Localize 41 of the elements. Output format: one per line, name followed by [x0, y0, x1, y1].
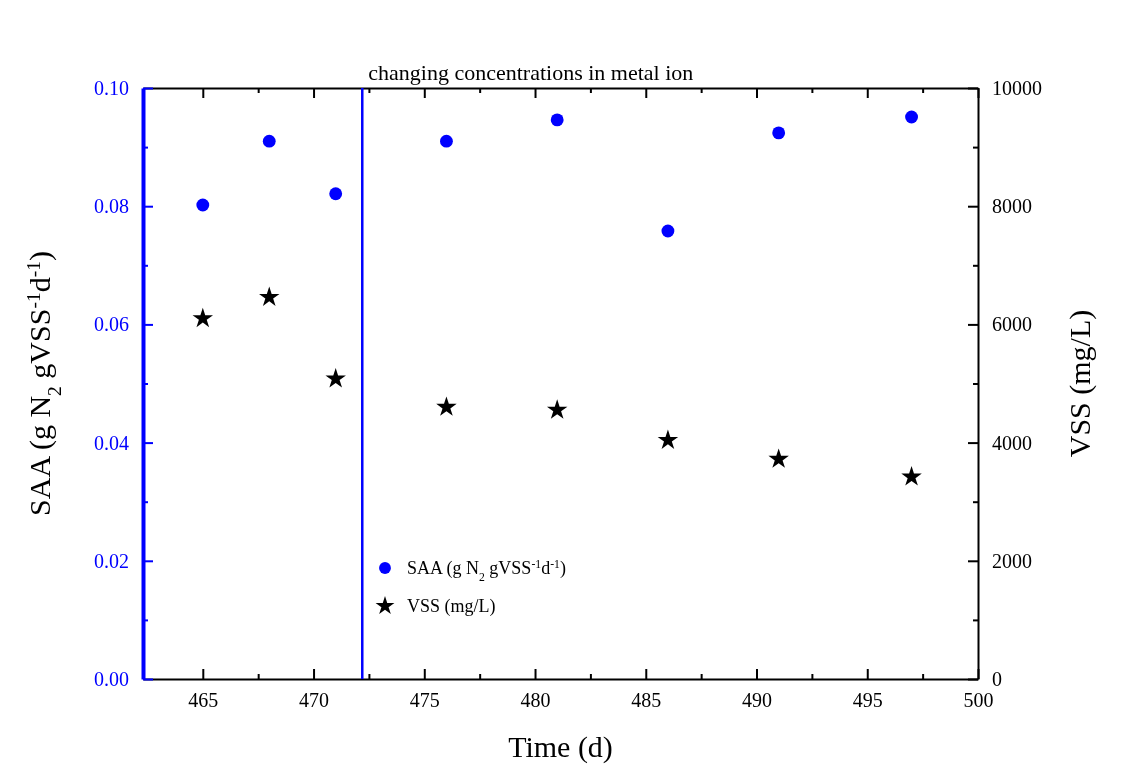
y2-axis-title: VSS (mg/L) — [1063, 309, 1097, 458]
y2-tick-label: 0 — [992, 667, 1002, 690]
point — [329, 187, 343, 201]
point — [657, 429, 679, 449]
y-tick-label: 0.06 — [94, 313, 129, 336]
point — [436, 396, 457, 416]
point — [192, 307, 214, 328]
y-tick-label: 0.02 — [94, 549, 129, 572]
point — [259, 286, 280, 306]
point — [768, 448, 789, 468]
point — [550, 113, 564, 127]
ref-line-label: changing concentrations in metal ion — [368, 60, 694, 85]
x-tick-label: 500 — [963, 689, 994, 712]
y-tick-label: 0.10 — [94, 76, 129, 99]
point — [440, 134, 453, 148]
y2-tick-label: 4000 — [992, 431, 1032, 454]
y-tick-label: 0.00 — [94, 667, 129, 690]
point — [262, 134, 276, 148]
y2-tick-label: 10000 — [992, 76, 1042, 99]
point — [905, 110, 918, 124]
y2-tick-label: 8000 — [992, 195, 1032, 218]
x-tick-label: 490 — [742, 689, 773, 712]
legend-label: VSS (mg/L) — [407, 596, 496, 617]
x-tick-label: 470 — [299, 689, 330, 712]
y2-tick-label: 2000 — [992, 549, 1032, 572]
point — [546, 399, 568, 419]
point — [196, 198, 210, 212]
point — [661, 224, 675, 238]
x-tick-label: 475 — [409, 689, 440, 712]
x-axis-title: Time (d) — [508, 730, 613, 764]
point — [325, 368, 346, 388]
legend-label: SAA (g N$_{2}$ gVSS$^{-1}$d$^{-1}$) — [407, 557, 566, 584]
x-tick-label: 495 — [852, 689, 883, 712]
point — [901, 466, 922, 486]
y2-tick-label: 6000 — [992, 313, 1032, 336]
y-tick-label: 0.08 — [94, 195, 129, 218]
x-tick-label: 480 — [520, 689, 551, 712]
y-tick-label: 0.04 — [94, 431, 129, 454]
x-tick-label: 465 — [188, 689, 219, 712]
point — [772, 126, 786, 140]
x-tick-label: 485 — [631, 689, 662, 712]
